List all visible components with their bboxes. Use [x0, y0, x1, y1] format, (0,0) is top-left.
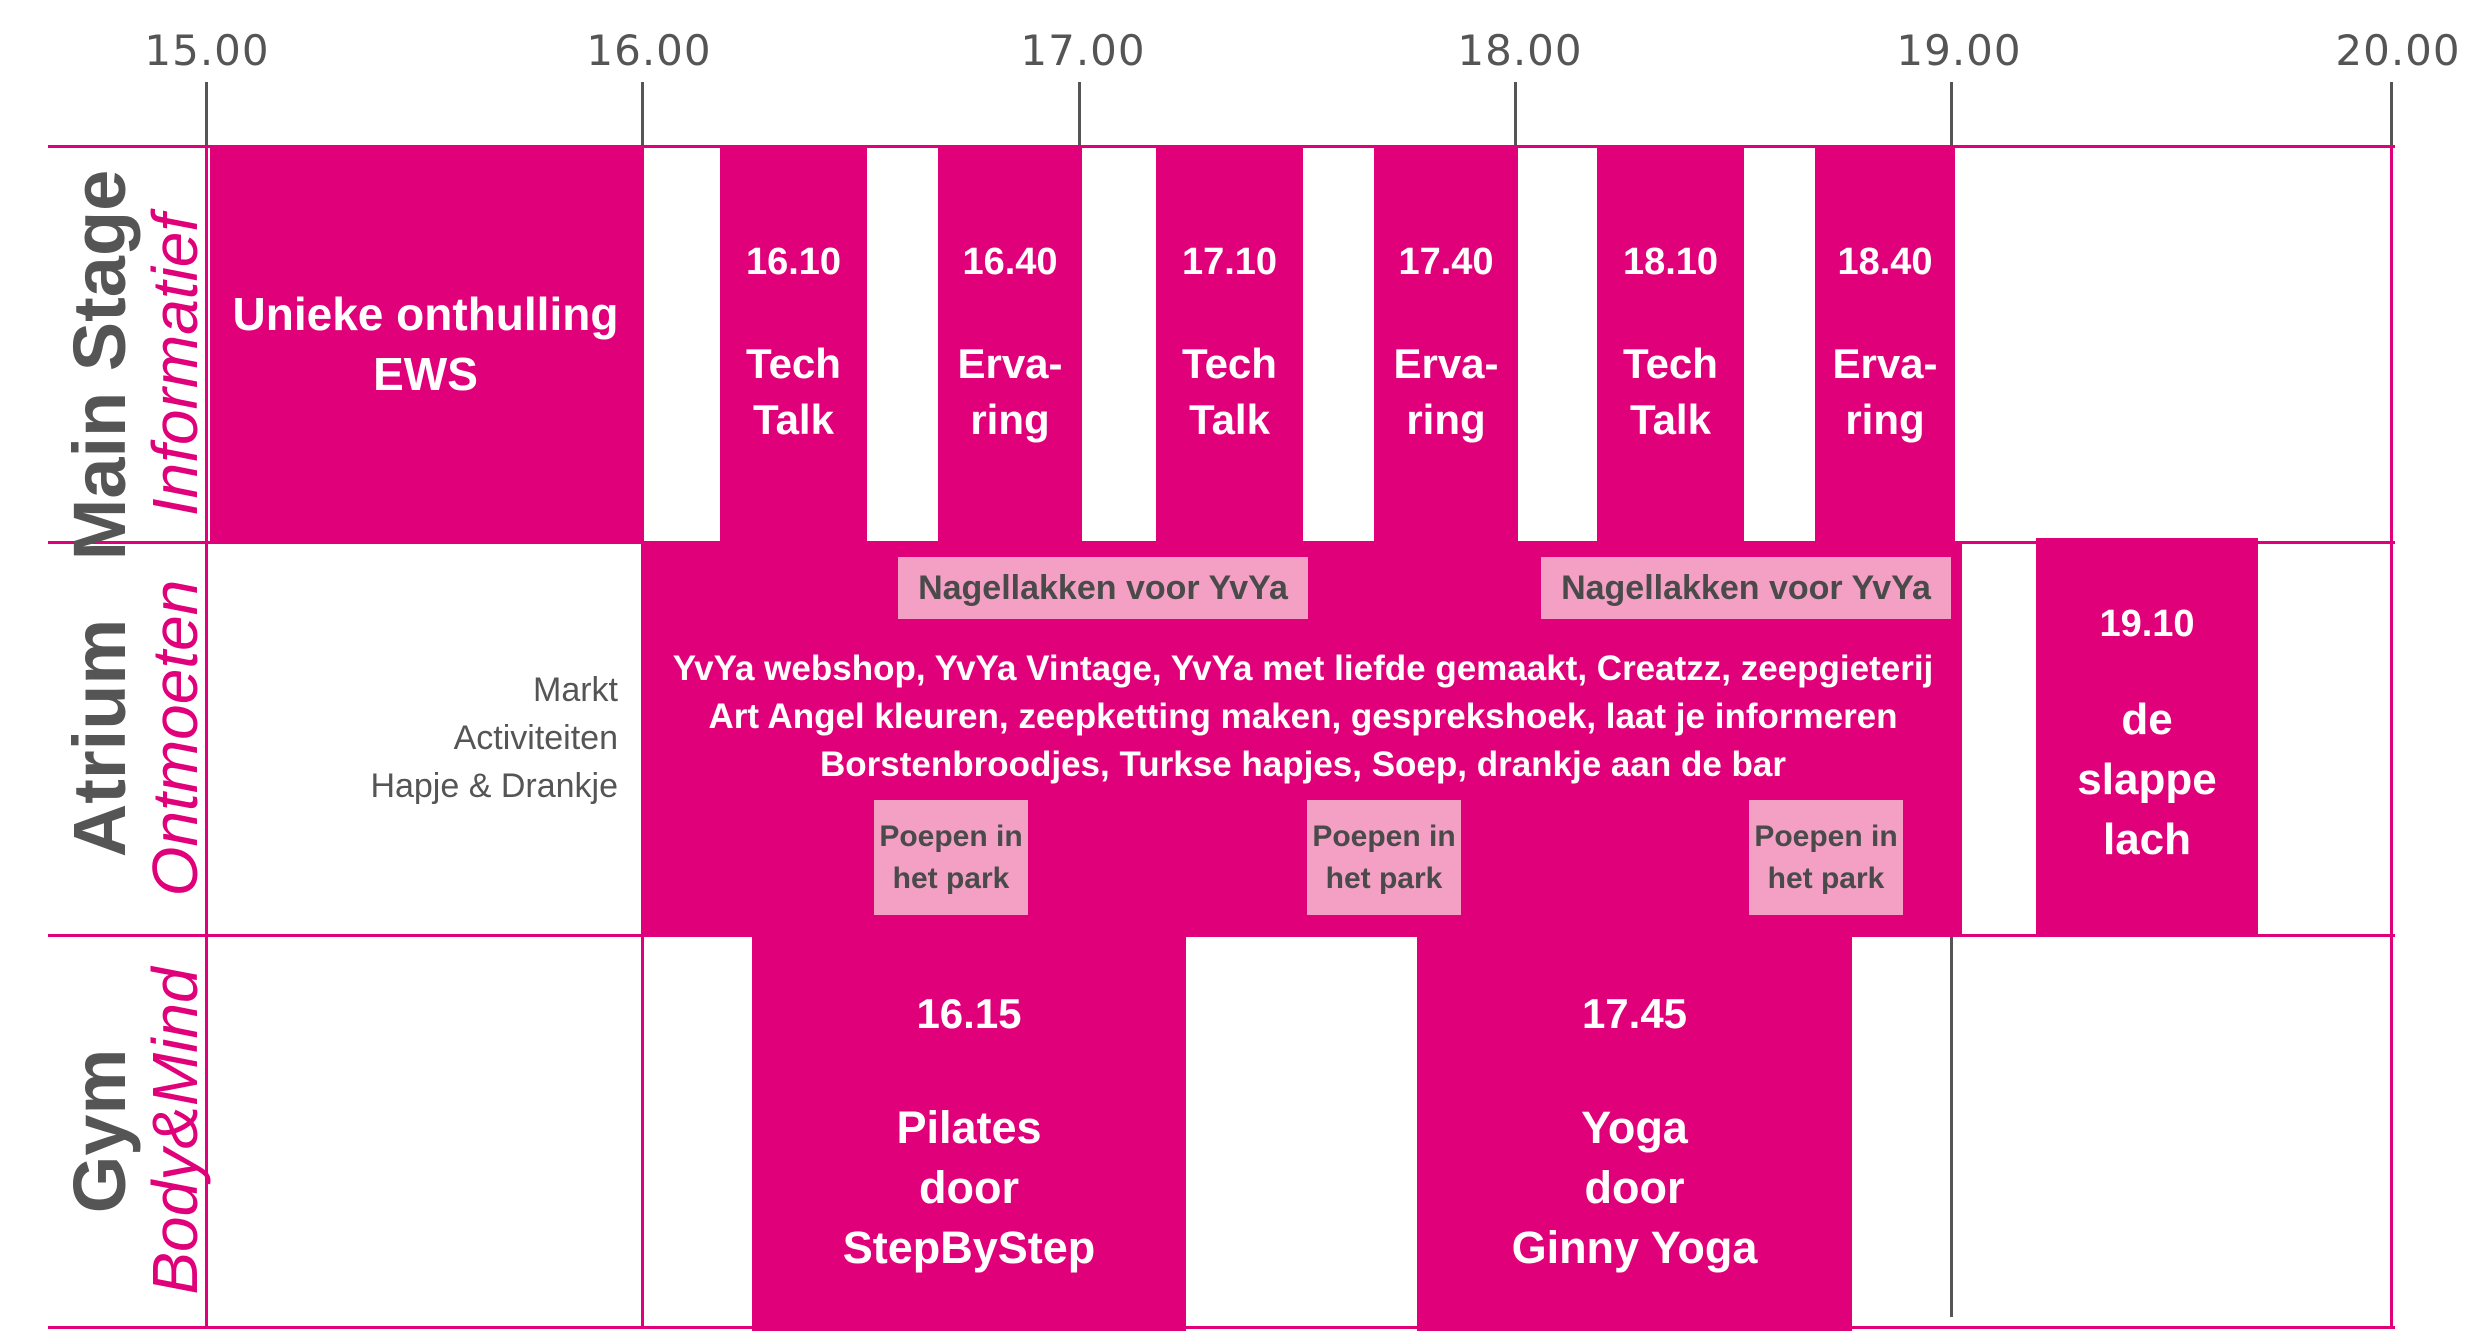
- event-time: 16.15: [916, 989, 1022, 1037]
- time-label: 15.00: [144, 26, 270, 75]
- event-label: lach: [2102, 814, 2192, 864]
- event-label: Tech: [1182, 339, 1277, 387]
- event-time: 16.10: [745, 240, 842, 283]
- grid-line: [205, 145, 208, 1327]
- badge-line: Poepen in: [1754, 819, 1898, 853]
- event-label: slappe: [2077, 754, 2217, 804]
- grid-line: [2390, 145, 2393, 1327]
- nail-polish-badge: Nagellakken voor YvYa: [898, 557, 1308, 619]
- event-label: ring: [1845, 395, 1925, 443]
- grid-line: [48, 145, 2395, 148]
- legend-item: Hapje & Drankje: [370, 767, 618, 805]
- event-time: 16.40: [962, 240, 1058, 283]
- time-tick: [641, 82, 644, 148]
- event-label: door: [919, 1161, 1019, 1213]
- row-title: Gym: [58, 1048, 141, 1214]
- event-title: Unieke onthulling: [232, 288, 619, 340]
- event-label: Erva-: [1393, 339, 1499, 387]
- event-late: 19.10 de slappe lach: [2036, 538, 2258, 934]
- time-label: 20.00: [2335, 26, 2461, 75]
- row-subtitle: Ontmoeten: [139, 579, 211, 897]
- grid-line: [48, 541, 2395, 544]
- time-tick: [205, 82, 208, 148]
- activity-line: YvYa webshop, YvYa Vintage, YvYa met lie…: [672, 649, 1934, 688]
- event-gym: 17.45 Yoga door Ginny Yoga: [1417, 936, 1852, 1331]
- badge-line: het park: [892, 861, 1010, 895]
- time-tick: [2390, 82, 2393, 148]
- row-label-atrium: Atrium Ontmoeten: [58, 538, 211, 938]
- event-label: de: [2121, 694, 2173, 744]
- time-label: 18.00: [1457, 26, 1583, 75]
- row-title: Main Stage: [58, 169, 141, 561]
- event-label: ring: [1406, 395, 1486, 443]
- event-session: 18.10 Tech Talk: [1597, 147, 1744, 541]
- poepen-badge: Poepen in het park: [1749, 800, 1903, 915]
- activity-line: Borstenbroodjes, Turkse hapjes, Soep, dr…: [819, 745, 1787, 784]
- badge-line: het park: [1767, 861, 1885, 895]
- atrium-legend: Markt Activiteiten Hapje & Drankje: [300, 666, 618, 810]
- event-label: Talk: [1189, 395, 1270, 443]
- event-time: 17.40: [1398, 240, 1494, 283]
- event-label: Tech: [746, 339, 841, 387]
- badge-line: het park: [1325, 861, 1443, 895]
- event-label: Erva-: [957, 339, 1063, 387]
- row-label-gym: Gym Body&Mind: [58, 931, 211, 1331]
- poepen-badge: Poepen in het park: [1307, 800, 1461, 915]
- atrium-activities: YvYa webshop, YvYa Vintage, YvYa met lie…: [650, 645, 1956, 789]
- event-label: Tech: [1623, 339, 1718, 387]
- event-time: 19.10: [2099, 602, 2195, 645]
- event-label: Talk: [1630, 395, 1711, 443]
- row-title: Atrium: [58, 618, 141, 858]
- time-label: 19.00: [1896, 26, 2022, 75]
- event-session: 17.10 Tech Talk: [1156, 147, 1303, 541]
- event-label: Pilates: [896, 1101, 1042, 1153]
- event-label: Ginny Yoga: [1511, 1221, 1758, 1273]
- event-session: 16.40 Erva- ring: [938, 147, 1082, 541]
- event-label: door: [1584, 1161, 1685, 1213]
- legend-item: Activiteiten: [453, 719, 618, 757]
- event-gym: 16.15 Pilates door StepByStep: [752, 936, 1186, 1331]
- event-opening: Unieke onthulling EWS: [210, 147, 641, 541]
- row-subtitle: Body&Mind: [139, 967, 211, 1295]
- time-label: 17.00: [1020, 26, 1146, 75]
- row-subtitle: Informatief: [139, 213, 211, 517]
- event-session: 16.10 Tech Talk: [720, 147, 867, 541]
- time-tick: [1078, 82, 1081, 148]
- activity-line: Art Angel kleuren, zeepketting maken, ge…: [708, 697, 1898, 736]
- event-subtitle: EWS: [373, 348, 478, 400]
- poepen-badge: Poepen in het park: [874, 800, 1028, 915]
- event-label: Erva-: [1832, 339, 1938, 387]
- event-session: 17.40 Erva- ring: [1374, 147, 1518, 541]
- grid-line: [48, 1326, 2395, 1329]
- badge-line: Poepen in: [1312, 819, 1456, 853]
- grid-line: [641, 145, 644, 1327]
- event-label: ring: [970, 395, 1050, 443]
- event-session: 18.40 Erva- ring: [1815, 147, 1955, 541]
- nail-polish-badge: Nagellakken voor YvYa: [1541, 557, 1951, 619]
- event-time: 17.10: [1181, 240, 1278, 283]
- event-label: Yoga: [1581, 1101, 1688, 1153]
- time-tick: [1514, 82, 1517, 148]
- event-label: StepByStep: [842, 1221, 1096, 1273]
- row-label-main-stage: Main Stage Informatief: [58, 165, 211, 565]
- event-time: 17.45: [1581, 989, 1688, 1037]
- event-time: 18.10: [1622, 240, 1719, 283]
- event-time: 18.40: [1837, 240, 1933, 283]
- event-label: Talk: [753, 395, 834, 443]
- time-label: 16.00: [586, 26, 712, 75]
- badge-line: Poepen in: [879, 819, 1023, 853]
- legend-item: Markt: [533, 671, 618, 709]
